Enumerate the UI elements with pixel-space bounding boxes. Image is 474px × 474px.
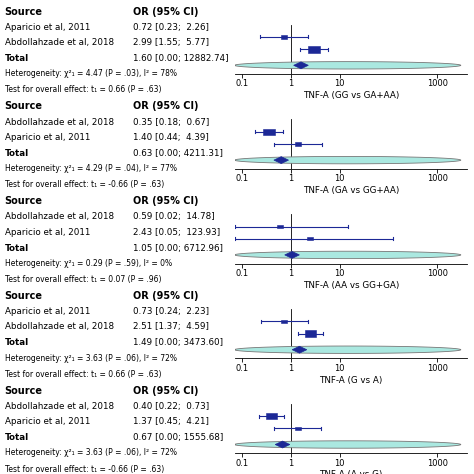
X-axis label: TNF-A (GA vs GG+AA): TNF-A (GA vs GG+AA) xyxy=(302,186,399,195)
Text: 0.73 [0.24;  2.23]: 0.73 [0.24; 2.23] xyxy=(134,307,210,316)
Polygon shape xyxy=(309,46,320,53)
Text: 2.99 [1.55;  5.77]: 2.99 [1.55; 5.77] xyxy=(134,38,210,47)
X-axis label: TNF-A (GG vs GA+AA): TNF-A (GG vs GA+AA) xyxy=(302,91,399,100)
Text: Abdollahzade et al, 2018: Abdollahzade et al, 2018 xyxy=(5,322,114,331)
Text: Total: Total xyxy=(5,433,29,442)
Text: Abdollahzade et al, 2018: Abdollahzade et al, 2018 xyxy=(5,402,114,411)
Text: 2.43 [0.05;  123.93]: 2.43 [0.05; 123.93] xyxy=(134,228,221,237)
Text: 1.49 [0.00; 3473.60]: 1.49 [0.00; 3473.60] xyxy=(134,338,224,347)
Polygon shape xyxy=(295,427,301,430)
Text: Source: Source xyxy=(5,196,43,206)
Text: Test for overall effect: t₁ = 0.07 (P = .96): Test for overall effect: t₁ = 0.07 (P = … xyxy=(5,275,161,284)
Text: Aparicio et al, 2011: Aparicio et al, 2011 xyxy=(5,228,90,237)
Text: 0.72 [0.23;  2.26]: 0.72 [0.23; 2.26] xyxy=(134,23,210,32)
Polygon shape xyxy=(275,441,290,448)
Text: Source: Source xyxy=(5,386,43,396)
X-axis label: TNF-A (A vs G): TNF-A (A vs G) xyxy=(319,471,383,474)
Polygon shape xyxy=(235,441,461,448)
Text: 0.59 [0.02;  14.78]: 0.59 [0.02; 14.78] xyxy=(134,212,215,221)
Text: OR (95% CI): OR (95% CI) xyxy=(134,7,199,17)
X-axis label: TNF-A (AA vs GG+GA): TNF-A (AA vs GG+GA) xyxy=(302,281,399,290)
Text: Test for overall effect: t₁ = -0.66 (P = .63): Test for overall effect: t₁ = -0.66 (P =… xyxy=(5,465,164,474)
Text: OR (95% CI): OR (95% CI) xyxy=(134,291,199,301)
Text: Abdollahzade et al, 2018: Abdollahzade et al, 2018 xyxy=(5,118,114,127)
Polygon shape xyxy=(307,237,313,240)
Polygon shape xyxy=(295,143,301,146)
Text: 1.40 [0.44;  4.39]: 1.40 [0.44; 4.39] xyxy=(134,133,210,142)
Text: Abdollahzade et al, 2018: Abdollahzade et al, 2018 xyxy=(5,38,114,47)
Polygon shape xyxy=(266,413,277,419)
Text: Abdollahzade et al, 2018: Abdollahzade et al, 2018 xyxy=(5,212,114,221)
Text: Test for overall effect: t₁ = -0.66 (P = .63): Test for overall effect: t₁ = -0.66 (P =… xyxy=(5,180,164,189)
Text: 0.35 [0.18;  0.67]: 0.35 [0.18; 0.67] xyxy=(134,118,210,127)
Text: 1.60 [0.00; 12882.74]: 1.60 [0.00; 12882.74] xyxy=(134,54,229,63)
Polygon shape xyxy=(282,320,287,323)
Text: Total: Total xyxy=(5,54,29,63)
Polygon shape xyxy=(285,252,300,258)
Polygon shape xyxy=(305,330,316,337)
Text: OR (95% CI): OR (95% CI) xyxy=(134,386,199,396)
Text: Heterogeneity: χ²₁ = 4.29 (P = .04), I² = 77%: Heterogeneity: χ²₁ = 4.29 (P = .04), I² … xyxy=(5,164,177,173)
Polygon shape xyxy=(263,128,274,135)
Text: Total: Total xyxy=(5,338,29,347)
Text: Total: Total xyxy=(5,149,29,158)
Text: 2.51 [1.37;  4.59]: 2.51 [1.37; 4.59] xyxy=(134,322,210,331)
Text: 0.63 [0.00; 4211.31]: 0.63 [0.00; 4211.31] xyxy=(134,149,223,158)
Text: 0.67 [0.00; 1555.68]: 0.67 [0.00; 1555.68] xyxy=(134,433,224,442)
Polygon shape xyxy=(235,346,461,354)
Polygon shape xyxy=(292,346,307,353)
Text: Source: Source xyxy=(5,101,43,111)
Text: Heterogeneity: χ²₁ = 4.47 (P = .03), I² = 78%: Heterogeneity: χ²₁ = 4.47 (P = .03), I² … xyxy=(5,69,177,78)
Text: Aparicio et al, 2011: Aparicio et al, 2011 xyxy=(5,307,90,316)
Text: Heterogeneity: χ²₁ = 3.63 (P = .06), I² = 72%: Heterogeneity: χ²₁ = 3.63 (P = .06), I² … xyxy=(5,448,177,457)
Polygon shape xyxy=(235,156,461,164)
Text: 1.37 [0.45;  4.21]: 1.37 [0.45; 4.21] xyxy=(134,417,210,426)
Text: Source: Source xyxy=(5,7,43,17)
Polygon shape xyxy=(294,62,308,69)
Text: OR (95% CI): OR (95% CI) xyxy=(134,196,199,206)
Text: OR (95% CI): OR (95% CI) xyxy=(134,101,199,111)
Text: Test for overall effect: t₁ = 0.66 (P = .63): Test for overall effect: t₁ = 0.66 (P = … xyxy=(5,85,161,94)
Text: Total: Total xyxy=(5,244,29,253)
X-axis label: TNF-A (G vs A): TNF-A (G vs A) xyxy=(319,376,383,385)
Text: Test for overall effect: t₁ = 0.66 (P = .63): Test for overall effect: t₁ = 0.66 (P = … xyxy=(5,370,161,379)
Polygon shape xyxy=(235,62,461,69)
Polygon shape xyxy=(281,36,287,38)
Polygon shape xyxy=(274,157,289,164)
Text: Aparicio et al, 2011: Aparicio et al, 2011 xyxy=(5,133,90,142)
Text: Aparicio et al, 2011: Aparicio et al, 2011 xyxy=(5,417,90,426)
Text: 1.05 [0.00; 6712.96]: 1.05 [0.00; 6712.96] xyxy=(134,244,223,253)
Polygon shape xyxy=(235,251,461,259)
Text: Aparicio et al, 2011: Aparicio et al, 2011 xyxy=(5,23,90,32)
Text: Heterogeneity: χ²₁ = 0.29 (P = .59), I² = 0%: Heterogeneity: χ²₁ = 0.29 (P = .59), I² … xyxy=(5,259,172,268)
Text: Heterogeneity: χ²₁ = 3.63 (P = .06), I² = 72%: Heterogeneity: χ²₁ = 3.63 (P = .06), I² … xyxy=(5,354,177,363)
Text: 0.40 [0.22;  0.73]: 0.40 [0.22; 0.73] xyxy=(134,402,210,411)
Text: Source: Source xyxy=(5,291,43,301)
Polygon shape xyxy=(277,225,283,228)
